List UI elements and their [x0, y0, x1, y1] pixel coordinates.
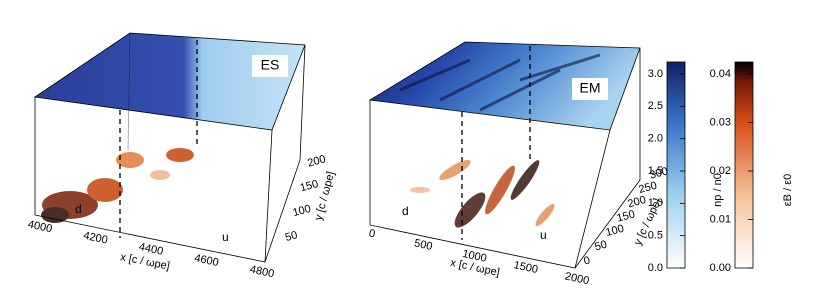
x-tick-label: 4000	[27, 218, 53, 235]
colorbar	[666, 61, 686, 269]
colorbar-tick-label: 0.0	[648, 262, 663, 274]
colorbar-tick-label: 0.02	[710, 165, 731, 177]
colorbar-tick-label: 0.01	[710, 213, 731, 225]
box-edge	[127, 32, 131, 151]
x-tick-label: 500	[413, 237, 433, 253]
x-tick-label: 4400	[138, 241, 164, 258]
bottom-field	[41, 148, 194, 223]
x-tick-label: 4800	[249, 263, 275, 280]
box-edge	[574, 129, 611, 269]
panel-em: EM d u x [c / ωpe] y [c / ωpe]	[368, 41, 664, 279]
top-face	[35, 33, 305, 130]
colorbar-tick-label: 2.5	[648, 100, 663, 112]
colorbar-tick-label: 0.00	[710, 262, 731, 274]
x-axis-label: x [c / ωpe]	[119, 251, 171, 272]
x-tick-label: 1500	[513, 259, 539, 276]
y-tick-label: 100	[604, 223, 625, 239]
x-tick-label: 4600	[193, 252, 219, 269]
colorbar-tick-label: 0.04	[710, 68, 731, 80]
y-tick-label: 150	[615, 208, 636, 224]
region-label: u	[540, 228, 547, 242]
region-label: d	[75, 202, 82, 216]
x-tick-label: 1000	[461, 248, 487, 265]
bottom-field	[410, 160, 555, 228]
y-tick-label: 150	[299, 178, 320, 194]
panel-label: EM	[580, 80, 601, 96]
x-tick-label: 0	[368, 227, 376, 240]
colorbar-tick-label: 0.5	[648, 230, 663, 242]
y-tick-label: 0	[582, 255, 591, 268]
label-box	[572, 78, 608, 100]
colorbar-label: np / n0	[712, 173, 724, 207]
panel-label: ES	[261, 57, 280, 73]
colorbar	[734, 61, 754, 269]
colorbar-tick-label: 0.03	[710, 116, 731, 128]
y-tick-label: 50	[284, 229, 299, 244]
region-label: d	[402, 204, 409, 218]
region-label: u	[222, 230, 229, 244]
colorbar-tick-label: 1.5	[648, 165, 663, 177]
x-tick-label: 2000	[564, 270, 590, 287]
colorbar-label: εB / ε0	[782, 174, 794, 206]
box-edge	[264, 129, 273, 263]
axis-line	[34, 159, 301, 263]
y-tick-label: 200	[626, 194, 647, 210]
y-tick-label: 250	[637, 180, 658, 196]
x-tick-label: 4200	[82, 230, 108, 247]
top-streaks	[399, 53, 601, 112]
y-tick-label: 100	[291, 203, 312, 219]
y-tick-label: 200	[306, 153, 327, 169]
colorbar-tick-label: 3.0	[648, 68, 663, 80]
axis-line	[369, 179, 641, 269]
colorbar-tick-label: 2.0	[648, 133, 663, 145]
label-box	[252, 55, 288, 77]
y-tick-label: 50	[593, 239, 608, 254]
y-tick-label: 300	[648, 165, 669, 181]
box-edge	[299, 44, 306, 161]
colorbar-tick-label: 1.0	[648, 197, 663, 209]
